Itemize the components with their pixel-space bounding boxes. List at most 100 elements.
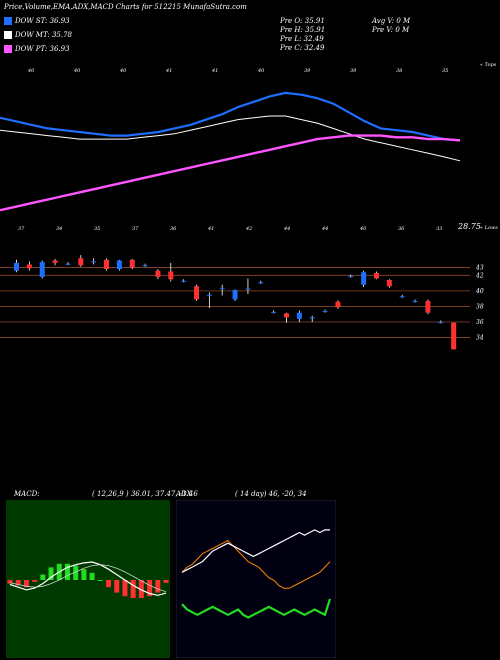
price-ema-chart: 40 40 40 41 41 40 39 39 38 35 37 34 35 37 36 41 42 44 44 4… [0,68,461,232]
bottom-label: 34 [56,226,62,232]
legend-dow-st: DOW ST: 36.93 [4,17,70,25]
candle-body [322,311,328,313]
legend-label: DOW PT: 36.93 [15,45,70,53]
top-label: 40 [27,68,35,74]
candle-body [155,270,161,277]
legend-swatch [4,31,12,39]
candle-body [219,287,225,289]
macd-histogram-bar [138,580,144,598]
macd-signal-line [9,564,167,593]
legend-label: DOW MT: 35.78 [15,31,72,39]
candle-body [296,312,302,319]
macd-histogram-bar [130,580,136,598]
macd-histogram-bar [32,580,38,582]
lows-note: « Lows [480,225,498,231]
top-label: 38 [396,68,402,74]
bottom-label: 37 [132,226,139,232]
macd-histogram-bar [81,569,87,580]
price-axis-label: 34 [476,335,484,342]
top-label: 40 [119,68,127,74]
candle-body [168,271,174,280]
stat-pre-volume: Pre V: 0 M [372,26,410,34]
stat-pre-open: Pre O: 35.91 [280,17,325,25]
candle-body [104,259,109,270]
adx-values: ( 14 day) 46, -20, 34 [235,490,307,498]
macd-histogram-bar [15,580,21,586]
macd-histogram-bar [163,580,169,583]
bottom-label: 44 [283,226,290,232]
bottom-label: 37 [18,226,25,232]
bottom-label: 36 [170,226,177,232]
candle-body [52,260,58,263]
bottom-label: 33 [436,226,442,232]
candle-body [335,301,341,308]
ema-line-1 [0,115,461,162]
legend-swatch [4,17,12,25]
candle-body [232,290,238,300]
macd-label: MACD: [14,490,40,498]
candle-body [284,313,289,318]
macd-histogram-bar [106,580,112,588]
candle-body [451,322,457,350]
candle-body [206,294,212,296]
price-axis-label: 43 [475,265,484,272]
candle-body [258,282,264,284]
candle-body [65,263,71,265]
macd-histogram-bar [155,580,161,593]
macd-histogram-bar [122,580,128,597]
plus-di-line [181,598,332,619]
chart-title: Price,Volume,EMA,ADX,MACD Charts for 512… [4,3,247,11]
adx-label: ADX [176,490,192,498]
top-label: 40 [257,68,265,74]
top-label: 41 [165,68,172,74]
adx-chart [176,500,336,658]
legend-dow-mt: DOW MT: 35.78 [4,31,72,39]
macd-values: ( 12,26,9 ) 36.01, 37.47, -1.46 [92,490,198,498]
ema-line-2 [0,134,461,212]
macd-histogram-bar [23,580,29,588]
adx-line [181,539,331,589]
candle-body [309,317,315,319]
price-axis-label: 40 [475,288,484,295]
macd-histogram-bar [40,574,46,580]
macd-histogram-bar [89,572,95,580]
top-label: 39 [304,68,311,74]
stat-pre-low: Pre L: 32.49 [280,35,324,43]
candle-body [245,288,251,290]
candle-body [78,258,84,266]
candle-body [425,301,431,313]
candle-body [399,296,405,298]
macd-histogram-bar [64,563,70,580]
bottom-label: 40 [359,226,367,232]
bottom-label: 41 [207,226,214,232]
macd-histogram-bar [73,565,79,580]
macd-background [6,500,170,658]
candle-body [348,276,354,278]
candle-body [26,264,32,269]
top-label: 41 [211,68,218,74]
macd-chart [6,500,170,658]
stat-pre-high: Pre H: 35.91 [280,26,326,34]
tops-note: « Tops [480,62,497,68]
candle-body [39,262,45,277]
macd-histogram-bar [147,580,153,597]
top-label: 39 [350,68,357,74]
candle-body [386,280,392,287]
candle-body [14,262,19,271]
candle-body [412,301,418,302]
bottom-label: 35 [94,226,100,232]
ema-line-0 [0,91,461,142]
adx-background [176,500,336,658]
macd-histogram-bar [48,567,54,580]
candle-body [271,311,277,313]
candle-body [91,261,97,263]
minus-di-line [181,529,330,573]
top-label: 40 [73,68,81,74]
candle-body [438,322,444,323]
macd-histogram-bar [7,580,13,584]
low-value-label: 28.75 [458,222,481,231]
legend-label: DOW ST: 36.93 [15,17,70,25]
legend-swatch [4,45,12,53]
candle-body [129,259,135,268]
